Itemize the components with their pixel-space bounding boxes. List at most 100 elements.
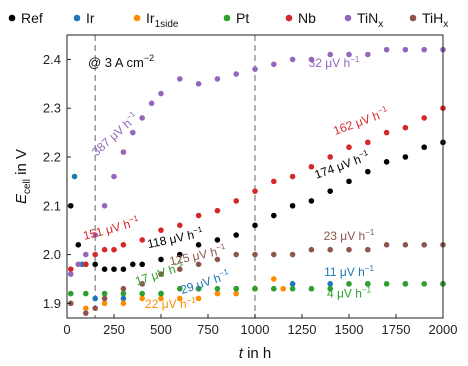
point-nb-18	[365, 139, 371, 146]
rate-annotation-9: 29 μV h−1	[178, 267, 231, 297]
point-nb-20	[402, 124, 409, 131]
rate-annotation-5: 118 μV h−1	[146, 225, 205, 252]
point-tinx-16	[271, 61, 277, 68]
point-tinx-18	[308, 56, 315, 63]
y-tick-label-0: 1.9	[43, 296, 61, 311]
point-ir-2	[92, 295, 98, 302]
point-ir1side-2	[120, 300, 127, 307]
point-nb-14	[289, 173, 296, 180]
legend-entry-pt: Pt	[223, 10, 249, 26]
point-pt-4	[139, 290, 145, 297]
point-ref-12	[214, 237, 221, 243]
y-tick-label-2: 2.1	[43, 198, 61, 213]
y-tick-label-4: 2.3	[43, 101, 61, 116]
point-tinx-9	[148, 100, 155, 107]
point-pt-13	[308, 285, 315, 292]
legend-entry-ref: Ref	[8, 10, 43, 26]
rate-annotation-2: 162 μV h−1	[331, 104, 391, 138]
point-tinx-19	[327, 51, 334, 58]
point-ir1side-5	[177, 295, 183, 302]
point-ref-4	[101, 266, 108, 273]
point-tinx-3	[92, 232, 98, 238]
x-tick-label-3: 750	[197, 322, 219, 337]
x-tick-label-0: 0	[63, 322, 70, 337]
legend-marker-ir	[73, 14, 81, 22]
x-axis-label: t in h	[239, 345, 272, 362]
rate-annotation-12: 22 μV h−1	[145, 296, 196, 311]
point-ref-11	[195, 242, 202, 248]
point-tinx-0	[67, 271, 74, 277]
legend-label-ref: Ref	[21, 10, 43, 26]
point-tinx-10	[158, 90, 164, 97]
legend-entry-tihx: TiHx	[409, 10, 448, 30]
point-tihx-18	[383, 242, 390, 248]
point-pt-12	[289, 285, 296, 292]
x-tick-label-4: 1000	[241, 322, 270, 337]
point-ref-19	[346, 178, 352, 185]
legend-label-pt: Pt	[236, 10, 249, 26]
point-pt-10	[252, 285, 258, 292]
point-nb-1	[83, 261, 89, 268]
point-tihx-17	[365, 246, 371, 253]
point-pt-3	[120, 290, 127, 297]
x-tick-label-1: 250	[103, 322, 125, 337]
point-ir-8	[289, 281, 296, 287]
point-tihx-7	[177, 266, 183, 273]
point-ref-21	[383, 159, 390, 165]
point-tinx-20	[346, 51, 352, 58]
point-pt-19	[421, 281, 428, 287]
point-pt-5	[158, 290, 164, 297]
rate-annotation-4: 151 μV h−1	[81, 213, 141, 242]
legend-marker-ref	[8, 14, 16, 22]
point-tinx-15	[252, 66, 258, 72]
point-tinx-21	[365, 51, 371, 58]
point-tihx-15	[327, 246, 334, 253]
point-nb-9	[195, 212, 202, 219]
x-tick-label-2: 500	[150, 322, 172, 337]
rate-annotation-7: 23 μV h−1	[324, 228, 375, 243]
series-pt	[67, 281, 446, 297]
point-nb-16	[327, 154, 334, 160]
point-ir1side-0	[83, 305, 89, 312]
legend-entry-ir: Ir	[73, 10, 95, 26]
point-tihx-9	[214, 256, 221, 263]
legend-marker-tinx	[344, 14, 352, 22]
point-ref-5	[111, 266, 117, 273]
legend: Ref Ir Ir1side Pt Nb TiNx TiHx	[8, 10, 448, 30]
point-nb-19	[383, 129, 390, 136]
point-ir1side-1	[101, 300, 108, 307]
point-pt-16	[365, 281, 371, 287]
point-nb-3	[101, 246, 108, 253]
point-nb-12	[252, 188, 258, 194]
rate-annotation-11: 4 μV h−1	[327, 286, 372, 301]
point-ref-16	[289, 202, 296, 209]
point-ref-14	[252, 222, 258, 229]
point-ref-8	[139, 261, 145, 268]
point-pt-9	[233, 285, 239, 292]
legend-label-tihx: TiHx	[422, 10, 448, 30]
point-tinx-1	[75, 261, 82, 268]
x-tick-label-6: 1500	[335, 322, 364, 337]
series-ref	[67, 139, 446, 273]
point-pt-11	[271, 285, 277, 292]
point-ref-7	[130, 261, 136, 268]
point-tinx-24	[421, 46, 428, 53]
point-pt-15	[346, 281, 352, 287]
point-nb-21	[421, 115, 428, 121]
point-tinx-6	[120, 149, 127, 155]
point-ir1side-4	[158, 295, 164, 302]
point-nb-17	[346, 144, 352, 151]
legend-marker-pt	[223, 14, 231, 22]
legend-entry-nb: Nb	[285, 10, 316, 26]
legend-entry-tinx: TiNx	[344, 10, 383, 30]
point-ref-23	[421, 144, 428, 151]
point-tihx-3	[101, 295, 108, 302]
point-ref-1	[75, 242, 82, 248]
axes: 0 250 500 750 1000 1250 1500 1750 2000 1.9 2.0 2.1 2…	[13, 34, 457, 362]
point-nb-10	[214, 207, 221, 214]
point-pt-17	[383, 281, 390, 287]
point-tinx-23	[402, 46, 409, 53]
legend-marker-ir1side	[133, 14, 141, 22]
y-tick-label-3: 2.2	[43, 149, 61, 164]
